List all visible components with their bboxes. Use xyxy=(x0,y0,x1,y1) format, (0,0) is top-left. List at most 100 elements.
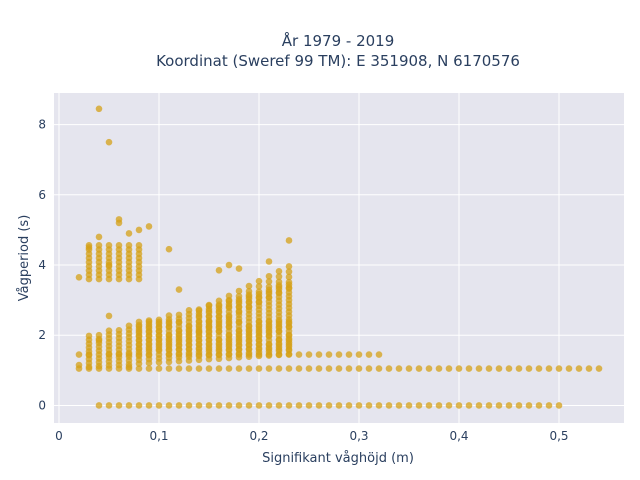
scatter-point xyxy=(365,351,373,358)
scatter-point xyxy=(75,274,83,281)
scatter-point xyxy=(135,341,143,349)
y-tick-label: 0 xyxy=(38,398,46,412)
scatter-point xyxy=(145,323,153,330)
scatter-point xyxy=(345,365,353,372)
scatter-point xyxy=(105,312,113,320)
scatter-point xyxy=(165,365,173,372)
scatter-point xyxy=(245,298,253,306)
scatter-point xyxy=(95,331,103,339)
scatter-point xyxy=(275,341,283,349)
scatter-point xyxy=(165,336,173,344)
scatter-point xyxy=(235,318,243,326)
scatter-point xyxy=(225,261,233,269)
scatter-point xyxy=(175,336,183,344)
scatter-point xyxy=(425,402,433,409)
scatter-point xyxy=(255,323,263,330)
scatter-point xyxy=(275,402,283,409)
scatter-point xyxy=(235,402,243,409)
scatter-point xyxy=(275,365,283,372)
scatter-point xyxy=(495,402,503,409)
scatter-point xyxy=(285,237,293,244)
scatter-point xyxy=(225,323,233,330)
scatter-point xyxy=(415,402,423,409)
scatter-point xyxy=(155,336,163,344)
chart-title: År 1979 - 2019 xyxy=(282,31,395,50)
scatter-point xyxy=(135,336,143,344)
y-tick-label: 6 xyxy=(38,188,46,202)
scatter-point xyxy=(245,345,253,353)
x-tick-labels: 0 0,1 0,2 0,3 0,4 0,5 xyxy=(55,429,568,443)
scatter-point xyxy=(75,351,83,358)
x-tick-label: 0,2 xyxy=(249,429,268,443)
scatter-point xyxy=(215,327,223,335)
x-tick-label: 0,5 xyxy=(549,429,568,443)
scatter-point xyxy=(225,332,233,339)
scatter-point xyxy=(225,365,233,372)
scatter-point xyxy=(205,323,213,331)
scatter-point xyxy=(195,402,203,409)
scatter-point xyxy=(135,327,143,335)
scatter-point xyxy=(185,345,193,353)
scatter-point xyxy=(285,332,293,339)
scatter-point xyxy=(485,402,493,409)
scatter-point xyxy=(145,223,153,230)
scatter-point xyxy=(275,318,283,326)
scatter-point xyxy=(95,242,103,249)
scatter-point xyxy=(175,402,183,409)
scatter-point xyxy=(315,365,323,372)
scatter-point xyxy=(235,345,243,353)
scatter-point xyxy=(295,402,303,409)
scatter-point xyxy=(385,365,393,372)
scatter-point xyxy=(125,322,133,330)
scatter-point xyxy=(135,345,143,353)
scatter-point xyxy=(285,268,293,275)
scatter-point xyxy=(465,365,473,372)
scatter-point xyxy=(175,318,183,326)
scatter-point xyxy=(175,365,183,372)
scatter-point xyxy=(255,345,263,353)
scatter-point xyxy=(325,402,333,409)
scatter-point xyxy=(315,402,323,409)
scatter-point xyxy=(245,288,253,295)
y-tick-labels: 0 2 4 6 8 xyxy=(38,118,46,413)
scatter-point xyxy=(225,292,233,300)
scatter-point xyxy=(85,242,93,249)
scatter-point xyxy=(195,318,203,326)
scatter-point xyxy=(555,365,563,372)
scatter-point xyxy=(235,265,243,272)
scatter-point xyxy=(285,341,293,349)
scatter-point xyxy=(215,402,223,409)
scatter-point xyxy=(255,332,263,339)
scatter-point xyxy=(215,336,223,344)
scatter-point xyxy=(215,323,223,330)
scatter-point xyxy=(255,341,263,349)
scatter-point xyxy=(135,242,143,249)
scatter-point xyxy=(185,365,193,372)
x-tick-label: 0,3 xyxy=(349,429,368,443)
scatter-point xyxy=(355,402,363,409)
scatter-point xyxy=(75,365,83,372)
scatter-point xyxy=(145,327,153,335)
scatter-point xyxy=(275,273,283,280)
scatter-point xyxy=(485,365,493,372)
scatter-point xyxy=(375,402,383,409)
scatter-point xyxy=(205,365,213,372)
scatter-point xyxy=(205,307,213,315)
scatter-point xyxy=(245,282,253,290)
scatter-point xyxy=(135,318,143,326)
scatter-point xyxy=(235,341,243,349)
data-points xyxy=(75,105,603,409)
scatter-point xyxy=(255,336,263,344)
scatter-point xyxy=(295,351,303,358)
scatter-point xyxy=(185,327,193,335)
scatter-point xyxy=(155,345,163,353)
scatter-point xyxy=(85,332,93,340)
scatter-point xyxy=(175,311,183,319)
scatter-point xyxy=(225,336,233,344)
scatter-point xyxy=(265,288,273,296)
scatter-point xyxy=(155,355,163,362)
scatter-point xyxy=(275,283,283,291)
scatter-point xyxy=(265,318,273,326)
y-tick-label: 2 xyxy=(38,328,46,342)
